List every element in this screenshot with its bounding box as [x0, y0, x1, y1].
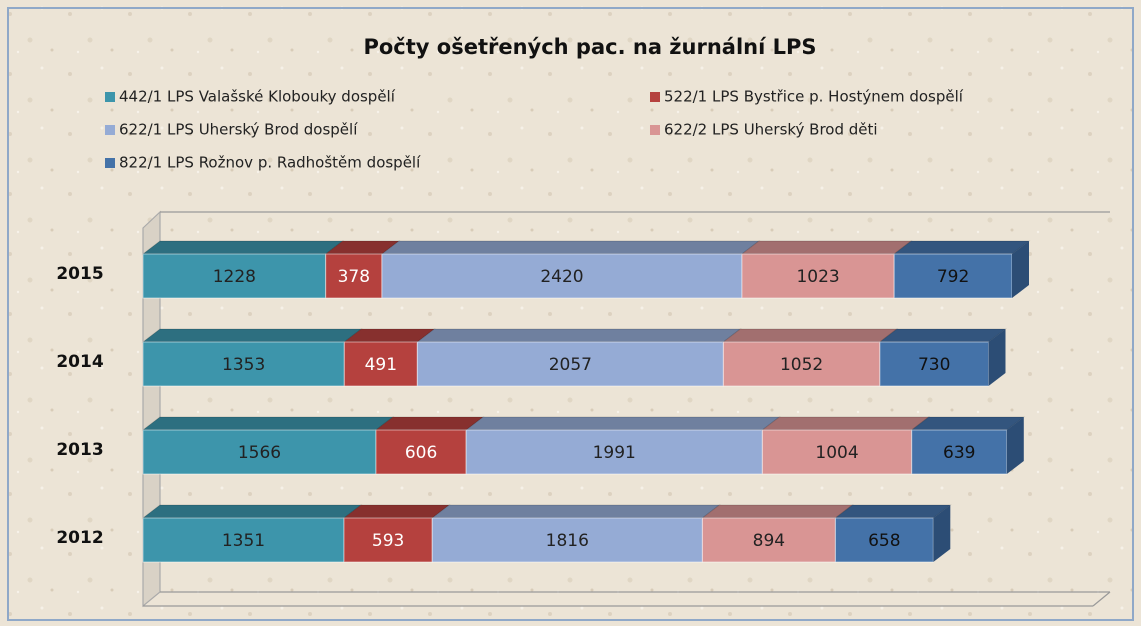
bar-top-shade — [432, 505, 720, 518]
bar-segment — [142, 517, 345, 563]
bar-top-shade — [762, 417, 929, 430]
bar-segment — [325, 253, 383, 299]
bar-segment — [142, 341, 345, 387]
legend-label: 622/1 LPS Uherský Brod dospělí — [119, 121, 358, 139]
category-label: 2013 — [56, 440, 103, 460]
bar-top-shade — [344, 329, 435, 342]
bar-segment — [761, 429, 913, 475]
category-label: 2014 — [56, 352, 103, 372]
data-label: 1991 — [593, 443, 636, 463]
data-label: 1353 — [222, 355, 265, 375]
bar-segment — [431, 517, 703, 563]
data-label: 1004 — [815, 443, 858, 463]
bar-segment — [381, 253, 743, 299]
data-label: 606 — [405, 443, 437, 463]
data-label: 658 — [868, 531, 900, 551]
legend-label: 442/1 LPS Valašské Klobouky dospělí — [119, 88, 396, 106]
bar-top-shade — [343, 505, 450, 518]
bar-top-shade — [325, 241, 399, 254]
category-label: 2012 — [56, 528, 103, 548]
bar-segment — [142, 253, 327, 299]
bar-segment — [416, 341, 724, 387]
bar-top-shade — [143, 241, 343, 254]
bar-segment — [911, 429, 1008, 475]
data-label: 593 — [372, 531, 404, 551]
legend-swatch — [650, 125, 660, 135]
legend-swatch — [105, 92, 115, 102]
bar-top-shade — [894, 241, 1029, 254]
bar-top-shade — [143, 417, 393, 430]
bar-segment — [701, 517, 836, 563]
data-label: 378 — [338, 267, 370, 287]
bar-segment — [465, 429, 763, 475]
bar-top-shade — [879, 329, 1006, 342]
data-label: 1566 — [238, 443, 281, 463]
bar-top-shade — [723, 329, 897, 342]
data-label: 894 — [753, 531, 785, 551]
data-label: 1351 — [222, 531, 265, 551]
bar-top-shade — [466, 417, 780, 430]
frame — [7, 7, 1134, 621]
bar-top-shade — [741, 241, 912, 254]
data-label: 2057 — [549, 355, 592, 375]
legend-label: 822/1 LPS Rožnov p. Radhoštěm dospělí — [119, 154, 421, 172]
bar-top-shade — [911, 417, 1024, 430]
legend-label: 622/2 LPS Uherský Brod děti — [664, 121, 878, 139]
bar-top-shade — [417, 329, 741, 342]
data-label: 2420 — [540, 267, 583, 287]
bar-segment — [879, 341, 989, 387]
bar-segment — [343, 517, 433, 563]
bar-segment — [741, 253, 895, 299]
bar-top-shade — [381, 241, 759, 254]
bar-side — [1006, 417, 1024, 474]
bar-top-shade — [835, 505, 951, 518]
legend-swatch — [105, 158, 115, 168]
data-label: 792 — [937, 267, 969, 287]
legend-swatch — [105, 125, 115, 135]
data-label: 491 — [365, 355, 397, 375]
bar-side — [933, 505, 951, 562]
bar-segment — [375, 429, 467, 475]
data-label: 1052 — [780, 355, 823, 375]
bar-top-shade — [143, 329, 362, 342]
bar-top-shade — [702, 505, 853, 518]
bar-segment — [722, 341, 881, 387]
bar-top-shade — [375, 417, 484, 430]
bar-side — [988, 329, 1006, 386]
legend-swatch — [650, 92, 660, 102]
data-label: 730 — [918, 355, 950, 375]
chart-title: Počty ošetřených pac. na žurnální LPS — [363, 35, 816, 59]
bar-top-shade — [143, 505, 361, 518]
legend-label: 522/1 LPS Bystřice p. Hostýnem dospělí — [664, 88, 964, 106]
data-label: 1023 — [796, 267, 839, 287]
category-label: 2015 — [56, 264, 103, 284]
data-label: 1228 — [213, 267, 256, 287]
bar-segment — [142, 429, 377, 475]
data-label: 1816 — [546, 531, 589, 551]
data-label: 639 — [943, 443, 975, 463]
bar-side — [1012, 241, 1029, 298]
back-wall — [142, 210, 1111, 608]
